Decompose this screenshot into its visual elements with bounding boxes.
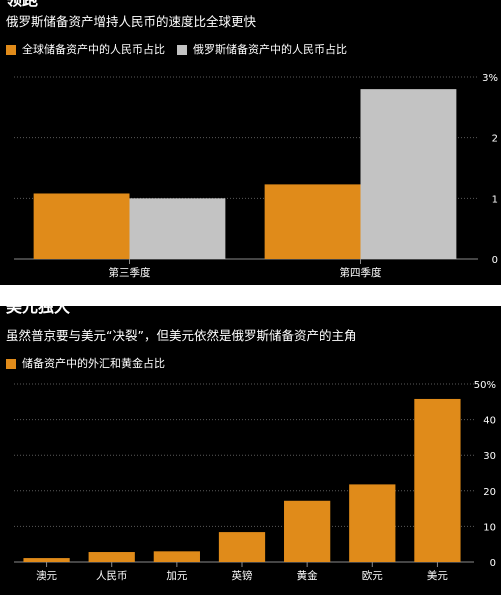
x-tick-label: 第三季度 xyxy=(109,266,151,279)
bar-chart-reserve-composition: 0 10 20 30 40 50% 澳元 人民币 加元 英镑 黄金 欧元 美元 xyxy=(14,380,496,582)
bar-series2-1 xyxy=(129,198,226,259)
bar-7 xyxy=(414,398,461,562)
chart-title: 领跑 xyxy=(6,0,38,9)
bar-series2-2 xyxy=(360,89,457,259)
y-tick-label: 0 xyxy=(492,255,498,266)
x-tick-label: 美元 xyxy=(427,569,448,582)
bar-5 xyxy=(284,500,331,562)
y-tick-label: 30 xyxy=(483,451,496,462)
y-tick-label: 3% xyxy=(482,73,498,84)
y-tick-label: 50% xyxy=(474,380,496,391)
y-tick-label: 40 xyxy=(483,416,496,427)
legend-item-reserves: 储备资产中的外汇和黄金占比 xyxy=(6,357,165,371)
x-tick-label: 加元 xyxy=(166,570,187,582)
y-tick-label: 10 xyxy=(483,522,496,533)
legend-swatch-orange xyxy=(6,359,16,369)
legend-label: 全球储备资产中的人民币占比 xyxy=(22,43,165,56)
y-tick-label: 2 xyxy=(492,134,498,145)
chart-title: 美元独大 xyxy=(6,306,71,316)
legend: 全球储备资产中的人民币占比 俄罗斯储备资产中的人民币占比 xyxy=(6,43,359,57)
bar-4 xyxy=(218,532,266,562)
chart-subtitle: 虽然普京要与美元“决裂”，但美元依然是俄罗斯储备资产的主角 xyxy=(6,328,357,343)
bar-series1-1 xyxy=(33,193,130,259)
chart-panel-1: 领跑 俄罗斯储备资产增持人民币的速度比全球更快 全球储备资产中的人民币占比 俄罗… xyxy=(0,0,501,285)
legend-label: 俄罗斯储备资产中的人民币占比 xyxy=(193,43,347,56)
x-tick-label: 人民币 xyxy=(96,570,128,582)
bar-6 xyxy=(349,484,396,562)
legend-item-global: 全球储备资产中的人民币占比 xyxy=(6,43,165,57)
legend-swatch-gray xyxy=(177,45,187,55)
chart-subtitle: 俄罗斯储备资产增持人民币的速度比全球更快 xyxy=(6,14,257,29)
bar-series1-2 xyxy=(264,184,361,259)
legend-label: 储备资产中的外汇和黄金占比 xyxy=(22,357,165,370)
x-tick-label: 欧元 xyxy=(362,570,383,582)
x-tick-label: 第四季度 xyxy=(340,266,382,279)
x-tick-label: 黄金 xyxy=(297,569,318,582)
legend: 储备资产中的外汇和黄金占比 xyxy=(6,357,177,371)
y-tick-label: 0 xyxy=(490,558,496,569)
chart-panel-2: 美元独大 虽然普京要与美元“决裂”，但美元依然是俄罗斯储备资产的主角 储备资产中… xyxy=(0,306,501,595)
legend-swatch-orange xyxy=(6,45,16,55)
y-tick-label: 1 xyxy=(492,194,498,205)
x-tick-label: 英镑 xyxy=(232,569,253,582)
bar-chart-rmb-share: 0 1 2 3% 第三季度 第四季度 xyxy=(14,73,498,279)
y-tick-label: 20 xyxy=(483,487,496,498)
bar-2 xyxy=(88,552,135,562)
x-tick-label: 澳元 xyxy=(36,569,57,582)
bar-1 xyxy=(23,558,70,562)
bar-3 xyxy=(153,551,200,562)
legend-item-russia: 俄罗斯储备资产中的人民币占比 xyxy=(177,43,347,57)
